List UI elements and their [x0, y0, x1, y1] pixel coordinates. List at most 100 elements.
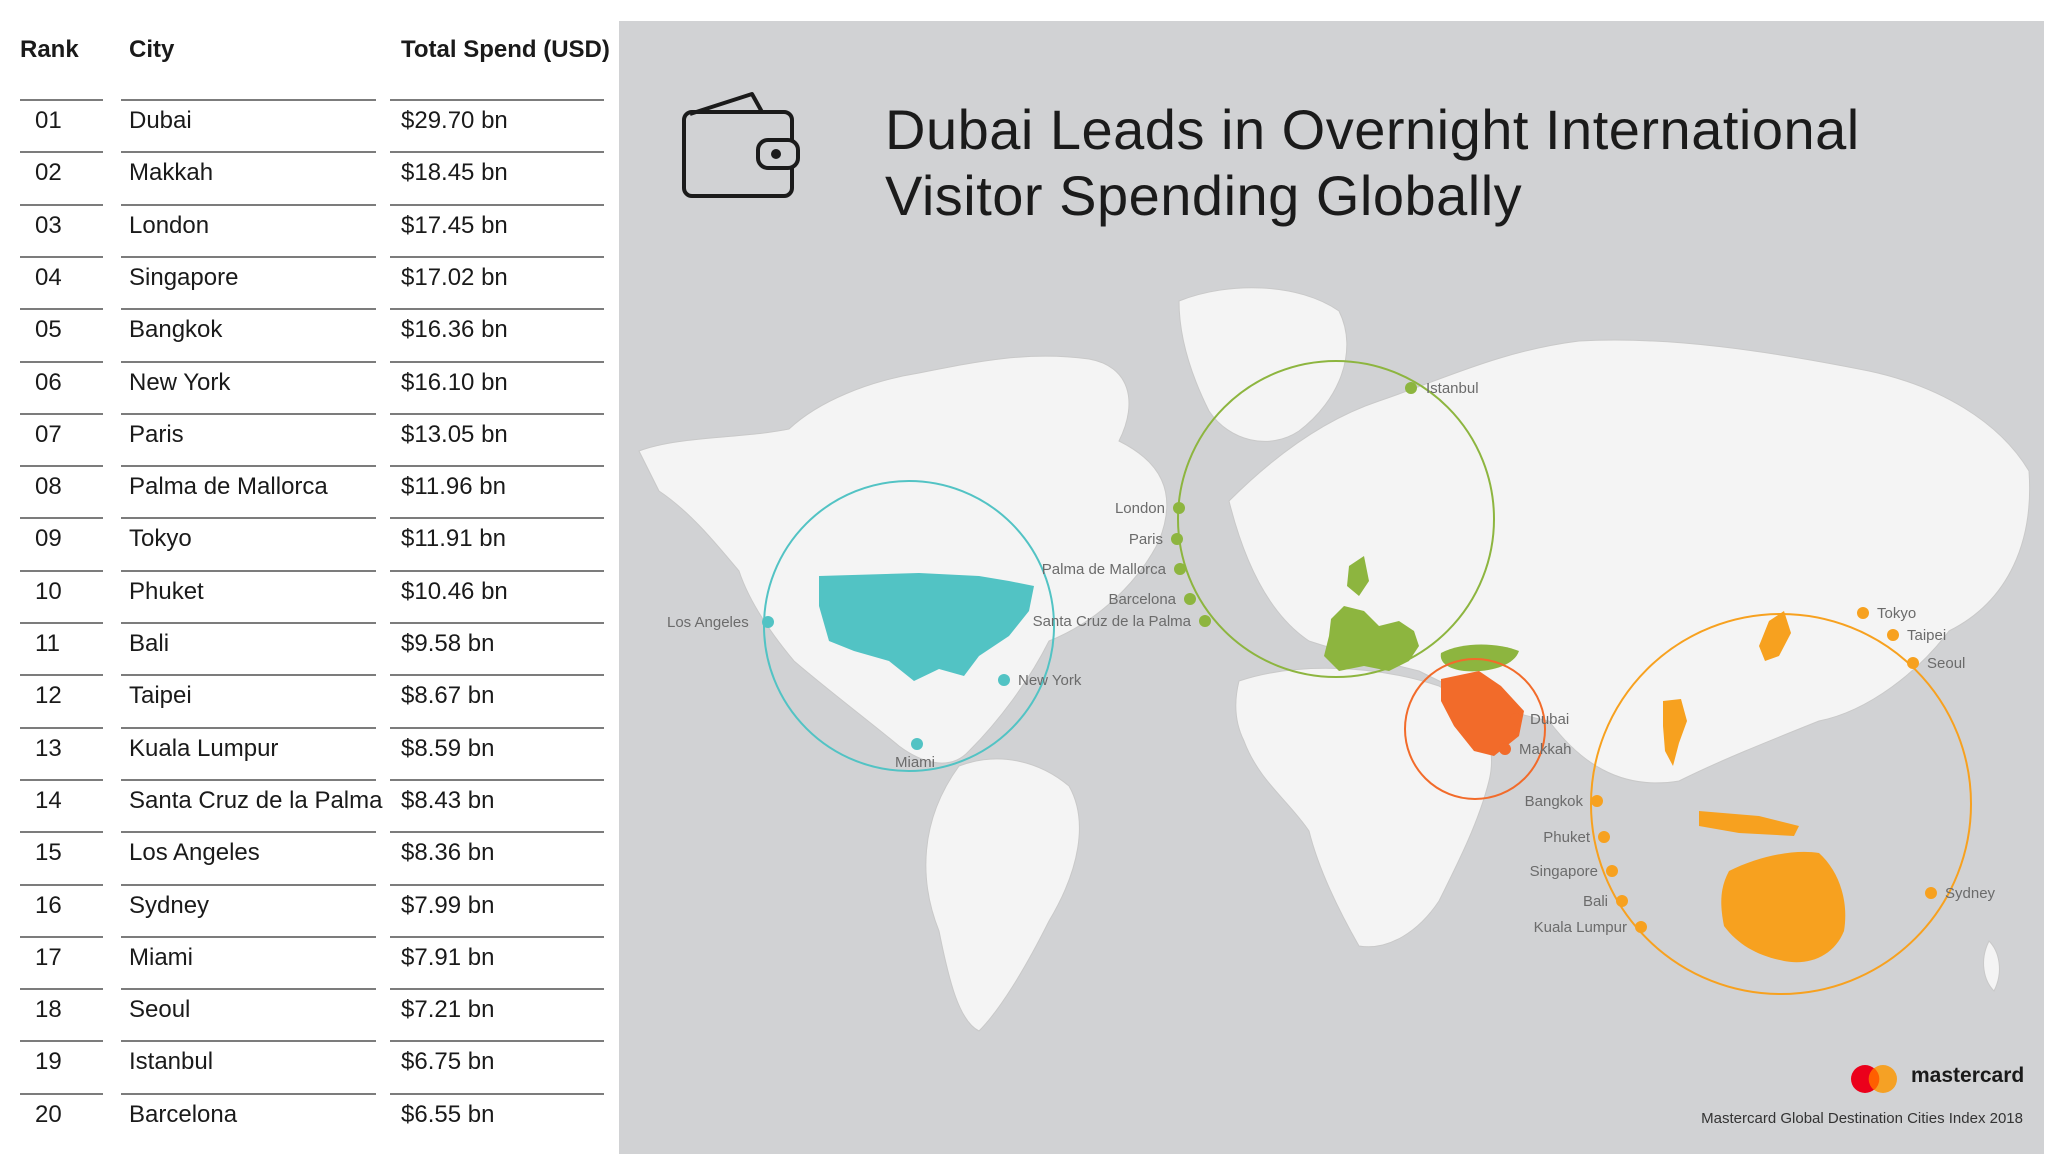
table-row: 02 Makkah $18.45 bn — [0, 151, 618, 203]
table-row: 01 Dubai $29.70 bn — [0, 99, 618, 151]
row-divider — [20, 412, 103, 415]
spend-cell: $29.70 bn — [401, 107, 508, 134]
headline-line-2: Visitor Spending Globally — [885, 164, 1523, 227]
row-divider — [121, 151, 376, 154]
row-divider — [390, 308, 604, 311]
row-divider — [121, 1040, 376, 1043]
spend-cell: $7.99 bn — [401, 891, 495, 919]
region-turkey — [1440, 644, 1519, 672]
region-europe — [1324, 556, 1419, 671]
europe-dots — [1171, 382, 1417, 627]
rank-cell: 16 — [35, 891, 62, 919]
headline: Dubai Leads in Overnight International V… — [885, 97, 1985, 229]
spend-header: Total Spend (USD) — [401, 36, 610, 63]
row-divider — [121, 674, 376, 677]
table-row: 14 Santa Cruz de la Palma $8.43 bn — [0, 778, 618, 831]
spend-cell: $6.55 bn — [401, 1100, 495, 1128]
land-south-america — [925, 758, 1080, 1032]
row-divider — [20, 569, 103, 572]
wallet-icon — [682, 92, 800, 198]
row-divider — [390, 517, 604, 520]
source-caption: Mastercard Global Destination Cities Ind… — [1701, 1110, 2023, 1127]
asia-pacific-circle — [1590, 613, 1972, 995]
middle-east-circle — [1404, 658, 1546, 800]
row-divider — [20, 778, 103, 781]
rank-cell: 12 — [35, 682, 62, 710]
row-divider — [20, 1040, 103, 1043]
row-divider — [20, 465, 103, 468]
row-divider — [20, 988, 103, 991]
label-bali: Bali — [1583, 893, 1608, 910]
table-row: 17 Miami $7.91 bn — [0, 935, 618, 988]
city-cell: Los Angeles — [129, 839, 260, 867]
label-taipei: Taipei — [1907, 627, 1946, 644]
city-cell: Palma de Mallorca — [129, 473, 328, 501]
region-southeast-asia — [1663, 699, 1687, 766]
row-divider — [390, 465, 604, 468]
row-divider — [390, 1040, 604, 1043]
city-cell: New York — [129, 368, 231, 396]
city-cell: Singapore — [129, 263, 239, 291]
label-makkah: Makkah — [1519, 741, 1572, 758]
row-divider — [121, 935, 376, 938]
table-row: 05 Bangkok $16.36 bn — [0, 308, 618, 360]
region-australia — [1721, 851, 1846, 963]
row-divider — [20, 151, 103, 154]
region-usa — [819, 573, 1034, 681]
row-divider — [390, 988, 604, 991]
city-header: City — [129, 36, 175, 63]
row-divider — [121, 517, 376, 520]
row-divider — [121, 988, 376, 991]
rank-cell: 02 — [35, 159, 62, 187]
rank-cell: 18 — [35, 996, 62, 1024]
asia-labels: Tokyo Taipei Seoul Bangkok Phuket Singap… — [1525, 605, 1996, 936]
world-map: Los Angeles New York Miami Istanbul Lond… — [638, 287, 2031, 1032]
table-row: 13 Kuala Lumpur $8.59 bn — [0, 726, 618, 779]
city-cell: Tokyo — [129, 525, 192, 553]
spend-cell: $17.02 bn — [401, 263, 508, 291]
spend-cell: $16.36 bn — [401, 316, 508, 344]
rank-cell: 08 — [35, 473, 62, 501]
row-divider — [121, 831, 376, 834]
rank-cell: 14 — [35, 786, 62, 814]
row-divider — [121, 883, 376, 886]
spend-cell: $13.05 bn — [401, 420, 508, 448]
region-japan — [1759, 611, 1791, 661]
rank-cell: 04 — [35, 263, 62, 291]
spend-cell: $10.46 bn — [401, 577, 508, 605]
row-divider — [20, 1092, 103, 1095]
land-africa — [1235, 667, 1493, 948]
spend-cell: $8.59 bn — [401, 734, 495, 762]
table-row: 04 Singapore $17.02 bn — [0, 255, 618, 308]
rank-cell: 15 — [35, 839, 62, 867]
rank-cell: 07 — [35, 420, 62, 448]
row-divider — [390, 151, 604, 154]
row-divider — [390, 255, 604, 258]
label-paris: Paris — [1129, 531, 1163, 548]
city-cell: Makkah — [129, 159, 214, 187]
row-divider — [121, 569, 376, 572]
rank-header: Rank — [20, 36, 79, 63]
row-divider — [20, 255, 103, 258]
spend-cell: $7.91 bn — [401, 943, 495, 971]
row-divider — [390, 935, 604, 938]
asia-dots — [1591, 607, 1937, 933]
city-cell: Bali — [129, 630, 170, 657]
map-panel: Los Angeles New York Miami Istanbul Lond… — [619, 21, 2044, 1154]
rank-cell: 19 — [35, 1048, 62, 1076]
region-saudi-arabia — [1441, 671, 1524, 756]
spend-cell: $6.75 bn — [401, 1048, 495, 1076]
row-divider — [121, 465, 376, 468]
rank-cell: 10 — [35, 577, 62, 605]
row-divider — [390, 569, 604, 572]
rank-cell: 05 — [35, 316, 62, 344]
row-divider — [20, 308, 103, 311]
city-cell: Kuala Lumpur — [129, 734, 279, 762]
spend-cell: $7.21 bn — [401, 996, 495, 1024]
rank-cell: 17 — [35, 943, 62, 971]
row-divider — [20, 935, 103, 938]
headline-line-1: Dubai Leads in Overnight International — [885, 98, 1860, 161]
middle-east-dots — [1499, 713, 1522, 755]
city-cell: Taipei — [129, 682, 192, 710]
rank-cell: 06 — [35, 368, 62, 396]
